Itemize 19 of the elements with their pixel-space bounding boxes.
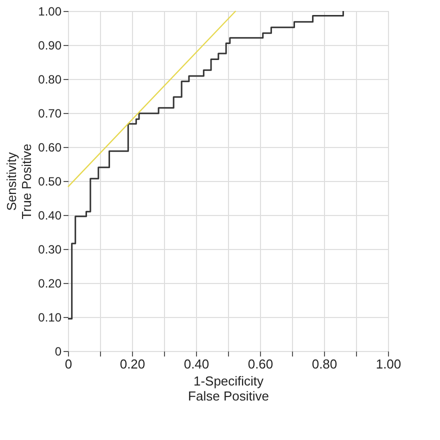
y-tick-label: 0.80 <box>38 72 62 86</box>
x-tick-label: 1.00 <box>376 356 402 372</box>
y-tick-label: 1.00 <box>38 4 62 18</box>
x-tick-label: 0.60 <box>248 356 274 372</box>
y-tick-label: 0.50 <box>38 174 62 188</box>
y-tick-label: 0.20 <box>38 276 62 290</box>
x-tick-label: 0 <box>64 356 72 372</box>
y-axis-title: Sensitivity True Positive <box>4 144 34 220</box>
x-tick-label: 0.20 <box>120 356 146 372</box>
y-tick-label: 0 <box>54 344 62 358</box>
y-tick-label: 0.10 <box>38 310 62 324</box>
y-tick-label: 0.90 <box>38 38 62 52</box>
x-tick-label: 0.40 <box>184 356 210 372</box>
y-tick-label: 0.30 <box>38 242 62 256</box>
x-tick-label: 0.80 <box>312 356 338 372</box>
y-tick-label: 0.70 <box>38 106 62 120</box>
x-axis-title: 1-Specificity False Positive <box>188 374 269 404</box>
y-tick-label: 0.40 <box>38 208 62 222</box>
y-tick-label: 0.60 <box>38 140 62 154</box>
